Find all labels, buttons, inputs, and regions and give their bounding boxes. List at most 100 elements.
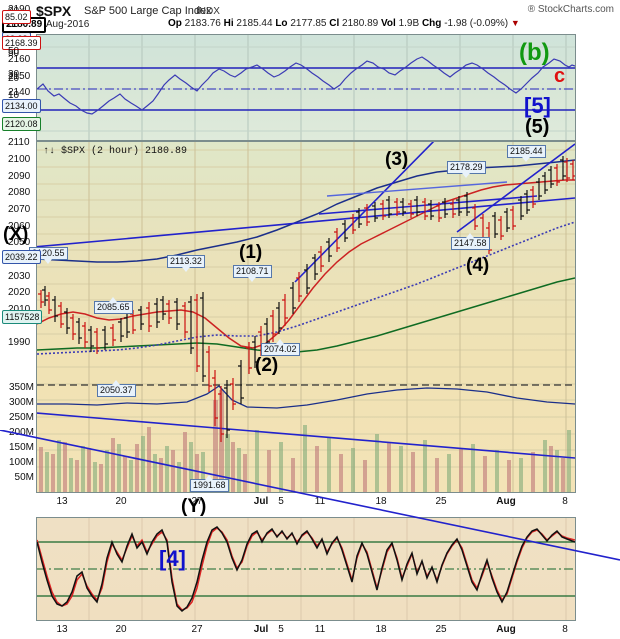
xtick2-8: 8	[562, 624, 568, 635]
stochastic-axis: 80 50 20 85.02	[0, 10, 42, 563]
change-label: Chg	[421, 18, 442, 29]
volume-tick-50M: 50M	[14, 472, 34, 483]
volume-ma-line	[37, 385, 575, 409]
symbol-ticker: $SPX	[36, 3, 71, 19]
price-tick-2100: 2100	[8, 154, 31, 165]
green-ma-value-tag: 2120.08	[2, 117, 41, 131]
volume-tick-250M: 250M	[8, 412, 34, 423]
x-axis-bottom: 13 20 27 Jul 5 11 18 25 Aug 8	[36, 621, 576, 639]
annotation-1: (1)	[239, 242, 263, 263]
dotted-blue-ma-line	[37, 221, 575, 355]
price-series-legend: ↑↓ $SPX (2 hour) 2180.89	[43, 146, 188, 157]
open-label: Op	[168, 18, 182, 29]
rsi-tick-30: 30	[8, 69, 20, 80]
volume-tick-350M: 350M	[8, 382, 34, 393]
x-axis-top: 13 20 27 Jul 5 11 18 25 Aug 8	[36, 493, 576, 515]
xtick-8: 8	[562, 496, 568, 507]
stoch-tick-20: 20	[8, 73, 20, 84]
red-ma-value-tag: 2168.39	[2, 36, 41, 50]
price-tick-2160: 2160	[8, 54, 31, 65]
stochastic-panel[interactable]: [4]	[36, 517, 576, 621]
annotation-b: (b)	[519, 39, 550, 66]
lower-trend-value-tag: 2039.22	[2, 250, 41, 264]
close-value: 2180.89	[342, 18, 379, 29]
open-value: 2183.76	[184, 18, 221, 29]
annotation-2: (2)	[255, 355, 279, 376]
price-tick-2090: 2090	[8, 171, 31, 182]
xtick2-27: 27	[191, 624, 203, 635]
index-name: S&P 500 Large Cap Index	[84, 5, 212, 17]
annotation-4-bracket: [4]	[159, 546, 186, 571]
xtick2-13: 13	[56, 624, 68, 635]
xtick2-5: 5	[278, 624, 284, 635]
rsi-panel[interactable]: (b) c [5] (5)	[36, 34, 576, 141]
price-axis: 2190 2180 2170 2160 2150 2140 2130 2120 …	[0, 4, 47, 459]
rsi-line	[37, 56, 575, 115]
dotted-ma-value-tag: 2134.00	[2, 99, 41, 113]
change-value: -1.98 (-0.09%)	[444, 18, 509, 29]
price-tick-2080: 2080	[8, 187, 31, 198]
price-tick-1990: 1990	[8, 337, 31, 348]
price-tick-2020: 2020	[8, 287, 31, 298]
ohlc-summary: Op 2183.76 Hi 2185.44 Lo 2177.85 Cl 2180…	[168, 18, 520, 29]
quote-date: 8-Aug-2016	[37, 19, 90, 30]
rsi-plot	[37, 35, 575, 140]
change-direction-icon: ▼	[510, 18, 520, 28]
annotation-x: (X)	[3, 224, 29, 245]
price-tick-2190: 2190	[8, 4, 30, 15]
callout-2113-32: 2113.32	[167, 255, 205, 272]
volume-value: 1.9B	[398, 18, 420, 29]
annotation-5-paren: (5)	[525, 116, 550, 138]
xtick-jul: Jul	[253, 496, 269, 507]
xtick2-18: 18	[375, 624, 387, 635]
trendline-channel-upper	[326, 181, 508, 197]
xtick-25: 25	[435, 496, 447, 507]
upper-blue-ma-line	[37, 159, 575, 263]
volume-tick-150M: 150M	[8, 442, 34, 453]
xtick-20: 20	[115, 496, 127, 507]
price-tick-2030: 2030	[8, 271, 31, 282]
callout-2178-29: 2178.29	[447, 161, 486, 178]
xtick2-20: 20	[115, 624, 127, 635]
xtick-5: 5	[278, 496, 284, 507]
volume-label: Vol	[380, 18, 396, 29]
stochastic-plot	[37, 518, 575, 620]
source-watermark: ® StockCharts.com	[527, 4, 614, 15]
low-value: 2177.85	[290, 18, 327, 29]
annotation-y: (Y)	[181, 496, 207, 517]
annotation-5-bracket: [5]	[524, 93, 551, 118]
rsi-tick-50: 50	[8, 48, 20, 59]
stoch-tick-50: 50	[8, 46, 20, 57]
annotation-3: (3)	[385, 149, 409, 170]
price-tick-2150: 2150	[8, 71, 31, 82]
xtick-13: 13	[56, 496, 68, 507]
low-label: Lo	[275, 18, 288, 29]
trendline-recent-ascending	[456, 143, 575, 233]
xtick-18: 18	[375, 496, 387, 507]
chart-header: $SPX S&P 500 Large Cap Index INDX 8-Aug-…	[0, 0, 620, 34]
xtick2-25: 25	[435, 624, 447, 635]
xtick2-11: 11	[314, 624, 326, 635]
price-panel[interactable]: ↑↓ $SPX (2 hour) 2180.89 (1) (2) (3) (4)…	[29, 141, 576, 493]
price-tick-2070: 2070	[8, 204, 31, 215]
callout-2085-65: 2085.65	[94, 297, 133, 314]
callout-2147-58: 2147.58	[451, 233, 490, 250]
price-tick-2010: 2010	[8, 304, 30, 315]
high-value: 2185.44	[236, 18, 273, 29]
xtick-aug: Aug	[496, 496, 516, 507]
price-tick-2140: 2140	[8, 87, 31, 98]
xtick2-jul: Jul	[253, 624, 269, 635]
close-label: Cl	[329, 18, 340, 29]
volume-value-tag: 1157528	[2, 310, 43, 324]
volume-tick-100M: 100M	[8, 457, 34, 468]
price-tick-2050: 2050	[8, 237, 31, 248]
high-label: Hi	[223, 18, 234, 29]
exchange-label: INDX	[196, 6, 220, 17]
ohlc-bars	[38, 156, 575, 442]
callout-2108-71: 2108.71	[233, 265, 272, 282]
rsi-tick-10: 10	[8, 90, 20, 101]
annotation-c: c	[554, 65, 566, 87]
volume-tick-200M: 200M	[8, 427, 34, 438]
green-ma-line	[37, 277, 575, 353]
